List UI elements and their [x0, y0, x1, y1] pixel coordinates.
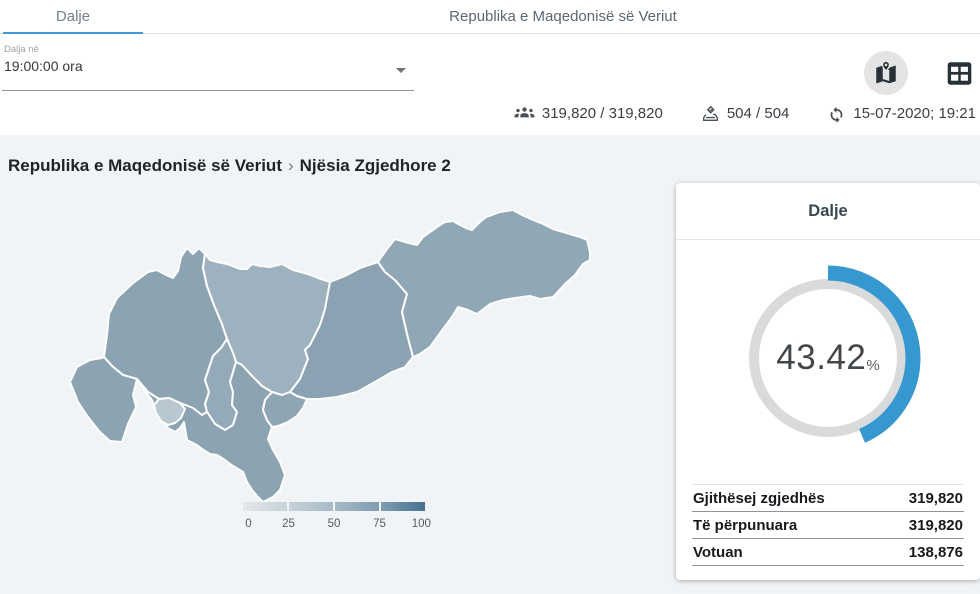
tab-dalje[interactable]: Dalje	[0, 0, 146, 34]
row-value: 138,876	[908, 544, 963, 561]
turnout-card: Dalje 43.42 % Gjithësej zgjedhës 319,820…	[676, 183, 980, 580]
map-legend: 0 25 50 75 100	[243, 502, 431, 532]
breadcrumb-root[interactable]: Republika e Maqedonisë së Veriut	[8, 156, 282, 175]
time-select[interactable]: Dalja në 19:00:00 ora	[2, 42, 414, 91]
turnout-table: Gjithësej zgjedhës 319,820 Të përpunuara…	[692, 484, 964, 566]
map-view-button[interactable]	[864, 51, 908, 95]
breadcrumb-separator-icon: ›	[287, 156, 294, 175]
stat-stations-value: 504 / 504	[726, 104, 790, 122]
map-region-northeast-arm[interactable]	[377, 209, 591, 358]
row-value: 319,820	[908, 490, 963, 507]
card-title: Dalje	[676, 183, 980, 240]
legend-gradient-bar	[243, 502, 425, 511]
tab-bar: Dalje Republika e Maqedonisë së Veriut	[0, 0, 980, 34]
breadcrumb: Republika e Maqedonisë së Veriut › Njësia …	[8, 156, 451, 176]
donut-track-ring	[749, 279, 907, 437]
tab-dalje-label: Dalje	[55, 8, 91, 25]
legend-tick: 100	[411, 518, 431, 530]
district-map	[60, 192, 620, 503]
table-row: Votuan 138,876	[692, 539, 964, 566]
row-label: Të përpunuara	[693, 517, 798, 534]
map-with-pin-icon	[876, 60, 896, 84]
row-value: 319,820	[908, 517, 963, 534]
turnout-donut-chart: 43.42 %	[676, 240, 980, 484]
tab-republika-label: Republika e Maqedonisë së Veriut	[449, 8, 677, 25]
stat-voters-value: 319,820 / 319,820	[541, 104, 663, 122]
table-view-button[interactable]	[944, 60, 974, 87]
stats-row: 319,820 / 319,820 504 / 504 15-07-2020; …	[514, 102, 980, 124]
legend-tick: 0	[245, 518, 252, 530]
tab-republika[interactable]: Republika e Maqedonisë së Veriut	[146, 0, 980, 33]
stat-stations: 504 / 504	[701, 104, 790, 123]
table-grid-icon	[947, 62, 971, 85]
time-select-value: 19:00:00 ora	[4, 58, 83, 74]
dropdown-arrow-icon	[396, 68, 406, 73]
row-label: Votuan	[693, 544, 743, 561]
stat-updated: 15-07-2020; 19:21	[827, 104, 976, 123]
map-region-island[interactable]	[153, 397, 186, 426]
map-region-southwest-lobe[interactable]	[69, 356, 138, 443]
table-row: Të përpunuara 319,820	[692, 512, 964, 539]
breadcrumb-current: Njësia Zgjedhore 2	[299, 156, 451, 175]
table-row: Gjithësej zgjedhës 319,820	[692, 485, 964, 512]
ballot-box-icon	[702, 105, 718, 121]
refresh-icon	[830, 106, 843, 123]
people-group-icon	[514, 107, 535, 118]
legend-ticks: 0 25 50 75 100	[243, 518, 431, 532]
map-region-south[interactable]	[136, 361, 286, 503]
turnout-percent-symbol: %	[866, 356, 880, 374]
legend-tick: 50	[327, 518, 341, 530]
stat-voters: 319,820 / 319,820	[514, 104, 663, 122]
legend-tick: 25	[282, 518, 295, 530]
turnout-percent-value: 43.42	[776, 338, 867, 377]
donut-value-arc	[735, 265, 921, 451]
stat-updated-value: 15-07-2020; 19:21	[853, 104, 976, 122]
row-label: Gjithësej zgjedhës	[693, 490, 825, 507]
turnout-percent: 43.42 %	[676, 240, 980, 476]
main-panel: Republika e Maqedonisë së Veriut › Njësia …	[0, 135, 980, 594]
time-select-label: Dalja në	[4, 44, 39, 55]
legend-tick: 75	[373, 518, 386, 530]
